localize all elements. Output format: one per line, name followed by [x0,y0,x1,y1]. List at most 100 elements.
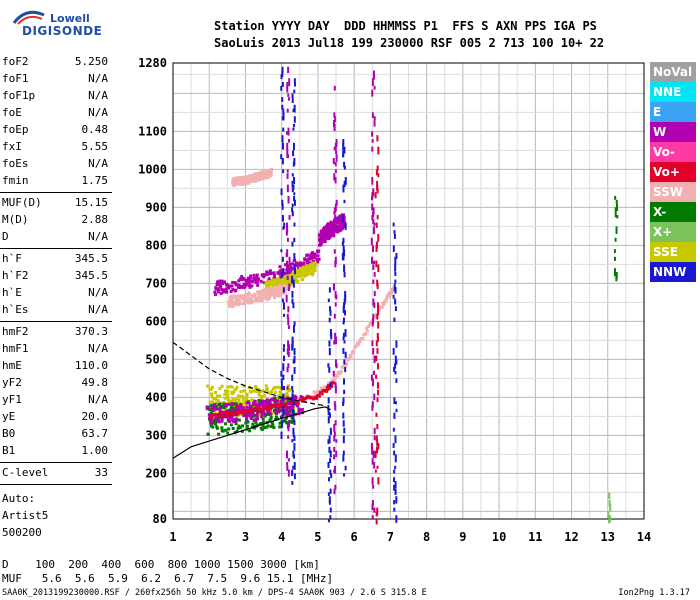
trace-point [325,385,329,389]
echo-point [216,290,220,294]
interference-mark [377,173,380,178]
trace-point [253,407,257,411]
echo-point [308,257,312,261]
interference-mark [335,450,338,458]
interference-mark [292,325,295,333]
trace-point [334,376,338,380]
echo-point [298,267,302,271]
echo-point [276,286,280,290]
interference-mark [393,230,396,234]
param-row-b0: B0 63.7 [2,427,108,444]
echo-point [299,264,303,268]
echo-point [223,392,227,396]
echo-point [263,400,267,404]
echo-point [254,279,258,283]
echo-point [215,425,219,429]
echo-point [264,282,268,286]
echo-point [256,400,260,404]
echo-point [265,409,269,413]
echo-point [237,279,241,283]
echo-point [278,284,282,288]
echo-point [248,180,252,184]
interference-mark [394,298,397,305]
echo-point [225,395,229,399]
interference-mark [291,389,294,393]
interference-mark [342,435,345,444]
trace-point [326,384,330,388]
echo-point [264,384,268,388]
interference-mark [282,127,285,132]
echo-point [248,284,252,288]
interference-mark [291,180,294,188]
interference-mark [392,348,395,355]
interference-mark [333,249,336,254]
interference-mark [287,427,290,432]
trace-point [315,396,319,400]
interference-mark [280,272,283,278]
interference-mark [372,348,375,355]
legend-item-w: W [650,122,696,142]
interference-mark [394,279,397,284]
trace-point [350,351,354,355]
echo-point [317,257,321,261]
echo-point [238,426,242,430]
echo-point [278,265,282,269]
echo-point [296,269,300,273]
interference-mark [291,173,294,177]
param-label: MUF(D) [2,196,42,209]
echo-point [236,177,240,181]
interference-mark [293,78,296,83]
echo-point [268,401,272,405]
interference-mark [342,348,345,354]
interference-mark [329,310,332,316]
echo-point [253,385,257,389]
trace-point [342,366,346,370]
trace-point [245,408,249,412]
echo-point [264,176,268,180]
interference-mark [281,82,284,87]
interference-mark [282,363,285,369]
interference-mark [372,226,375,235]
trace-point [230,410,234,414]
echo-point [205,407,209,411]
echo-point [247,300,251,304]
interference-mark [291,207,294,213]
echo-point [252,277,256,281]
interference-mark [329,469,332,475]
trace-point [289,400,293,404]
legend-item-vo: Vo+ [650,162,696,182]
interference-mark [291,439,294,443]
echo-point [329,233,333,237]
trace-point [318,389,322,393]
interference-mark [372,450,375,459]
echo-point [262,296,266,300]
echo-point [279,391,283,395]
param-value: 1.00 [81,444,109,457]
interference-mark [342,150,345,158]
trace-point [213,413,217,417]
echo-point [248,407,252,411]
echo-point [257,393,261,397]
echo-point [211,421,215,425]
echo-point [279,409,283,413]
echo-point [232,390,236,394]
interference-mark [375,169,378,176]
echo-point [261,389,265,393]
interference-mark [394,481,397,489]
echo-point [214,407,218,411]
echo-point [273,286,277,290]
param-value: N/A [88,393,108,406]
interference-mark [291,386,294,390]
x-tick-label: 3 [242,530,249,544]
echo-point [260,415,264,419]
echo-point [259,426,263,430]
interference-mark [371,177,374,185]
echo-point [268,411,272,415]
interference-mark [371,401,374,408]
echo-point [253,277,257,281]
echo-point [217,402,221,406]
interference-mark [282,348,285,352]
interference-mark [288,268,291,274]
echo-point [287,414,291,418]
interference-mark [327,397,330,404]
